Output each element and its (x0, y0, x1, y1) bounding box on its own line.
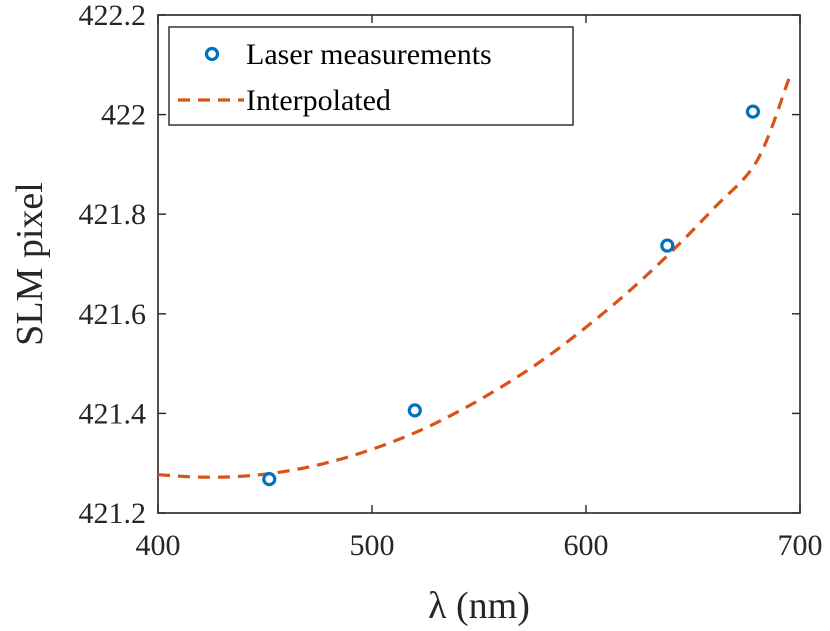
x-tick-label: 500 (350, 529, 395, 562)
y-tick-label: 422.2 (79, 0, 147, 32)
x-axis-title: λ (nm) (428, 585, 530, 627)
legend-box (168, 26, 574, 126)
series-layer (157, 77, 791, 487)
laser-measurement-point (407, 403, 422, 418)
laser-measurement-point (745, 104, 761, 119)
y-tick-label: 421.2 (79, 497, 147, 530)
legend-marker-laser (204, 46, 220, 62)
legend-label-interpolated: Interpolated (246, 84, 391, 117)
laser-measurement-point (262, 472, 277, 487)
x-tick-label: 400 (136, 529, 181, 562)
x-tick-label: 600 (564, 529, 609, 562)
y-tick-label: 422 (101, 99, 146, 132)
x-tick-label: 700 (778, 529, 823, 562)
y-tick-label: 421.8 (79, 198, 147, 231)
y-tick-label: 421.4 (79, 397, 147, 430)
legend: Laser measurements Interpolated (168, 26, 574, 126)
x-axis: 400 500 600 700 (136, 15, 823, 562)
y-axis-title: SLM pixel (9, 182, 51, 346)
legend-label-laser: Laser measurements (246, 38, 492, 71)
y-tick-label: 421.6 (79, 298, 147, 331)
laser-measurement-point (660, 238, 675, 253)
y-axis: 421.2 421.4 421.6 421.8 422 422.2 (79, 0, 800, 530)
